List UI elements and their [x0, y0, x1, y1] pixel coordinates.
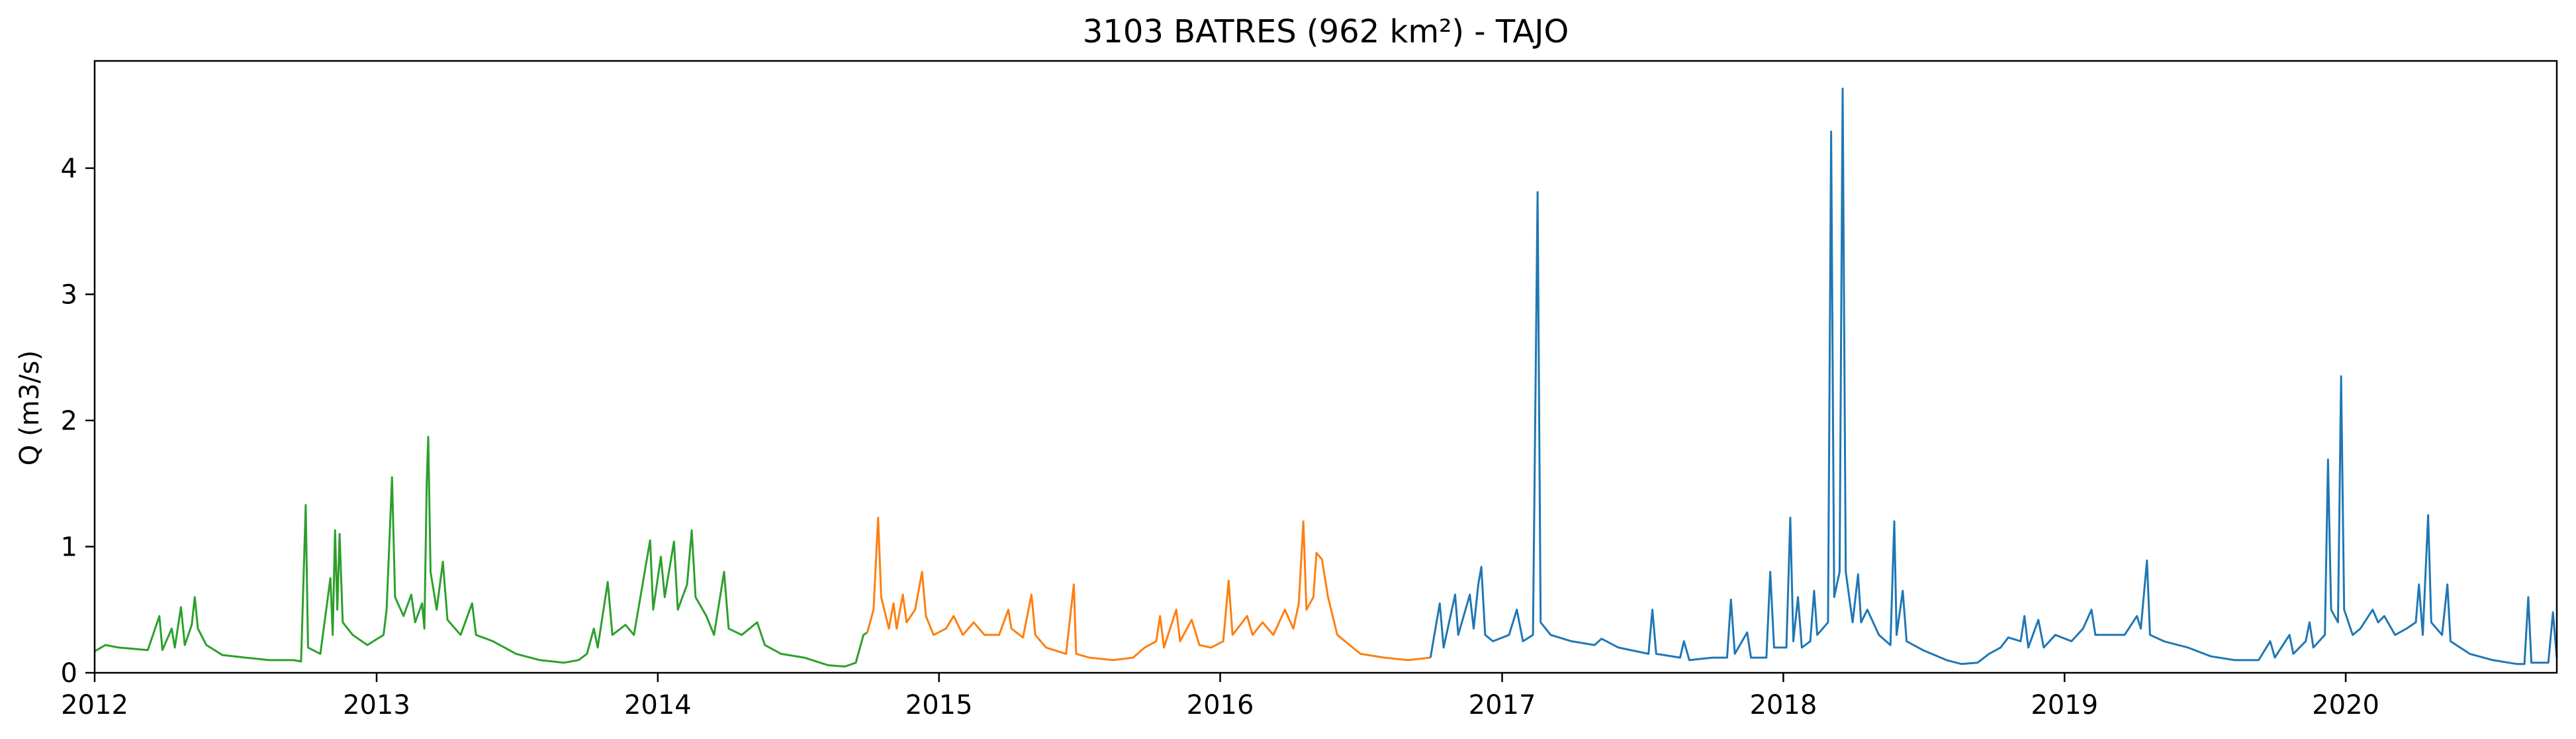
series-line-1 [94, 436, 868, 667]
y-axis: 0 1 2 3 4 [61, 154, 95, 689]
x-tick-label: 2019 [2031, 690, 2098, 720]
chart-title: 3103 BATRES (962 km²) - TAJO [1083, 13, 1569, 50]
plot-frame [93, 60, 2558, 674]
series-line-2 [866, 517, 1431, 662]
x-tick-label: 2014 [624, 690, 692, 720]
y-tick-label: 2 [61, 406, 77, 436]
x-tick-label: 2013 [343, 690, 410, 720]
x-tick-label: 2012 [61, 690, 128, 720]
series-layer [94, 87, 2558, 667]
y-tick-label: 0 [61, 658, 77, 689]
y-axis-label: Q (m3/s) [15, 350, 45, 466]
y-tick-label: 1 [61, 532, 77, 562]
series-line-3 [1429, 87, 2558, 665]
y-tick-label: 4 [61, 154, 77, 184]
x-axis: 2012 2013 2014 2015 2016 2017 2018 2019 2020 [61, 673, 2379, 720]
x-tick-label: 2020 [2312, 690, 2379, 720]
x-tick-label: 2018 [1749, 690, 1817, 720]
y-tick-label: 3 [61, 279, 77, 310]
x-tick-label: 2017 [1469, 690, 1536, 720]
x-tick-label: 2016 [1187, 690, 1254, 720]
x-tick-label: 2015 [905, 690, 973, 720]
